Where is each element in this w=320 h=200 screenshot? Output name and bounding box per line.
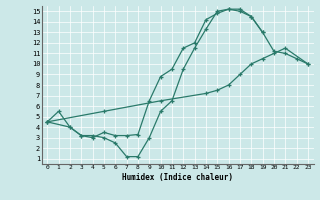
X-axis label: Humidex (Indice chaleur): Humidex (Indice chaleur) xyxy=(122,173,233,182)
